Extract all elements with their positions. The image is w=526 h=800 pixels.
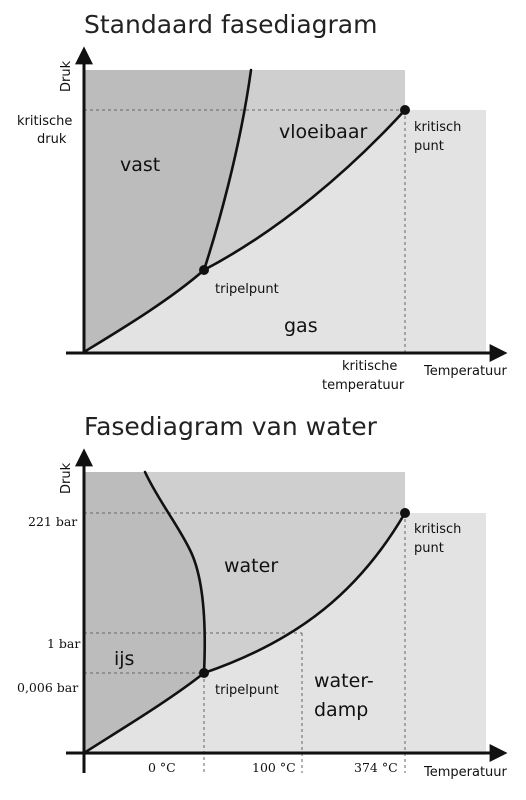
critical-pressure-label-line2: druk: [37, 132, 67, 147]
diagram2-title: Fasediagram van water: [84, 412, 378, 441]
sublimation-curve: [82, 268, 206, 354]
gas-region-critical-extension: [403, 110, 486, 353]
critical-temperature-label-line2: temperatuur: [322, 378, 405, 393]
y-axis-label: Druk: [59, 60, 74, 92]
region-label-ice: ijs: [114, 648, 134, 670]
vaporization-curve: [202, 108, 407, 272]
water-phase-diagram: Fasediagram van water Druk Temperatuur 2…: [17, 412, 508, 780]
solid-region: [84, 70, 251, 352]
ice-region: [84, 472, 205, 753]
temperature-tick-0: 0 °C: [148, 760, 176, 775]
region-label-water: water: [224, 555, 278, 577]
triple-point-marker-water: [199, 668, 209, 678]
critical-point-label-line1: kritisch: [414, 120, 461, 135]
critical-point-label-water-line2: punt: [414, 541, 444, 556]
melting-curve-water: [143, 470, 207, 675]
region-label-gas: gas: [284, 315, 318, 337]
y-axis-label-water: Druk: [59, 462, 74, 494]
triple-point-label-water: tripelpunt: [215, 683, 279, 698]
critical-temperature-label-line1: kritische: [342, 359, 397, 374]
melting-curve: [202, 68, 253, 272]
pressure-tick-1: 1 bar: [47, 636, 80, 651]
critical-point-marker-water: [400, 508, 410, 518]
vapor-region-critical-extension: [403, 513, 486, 755]
sublimation-curve-water: [82, 671, 206, 755]
pressure-tick-0006: 0,006 bar: [17, 680, 78, 695]
standard-phase-diagram: Standaard fasediagram Druk Temperatuur k…: [17, 10, 508, 393]
x-axis-label-water: Temperatuur: [423, 765, 508, 780]
region-label-vapor-line1: water-: [314, 670, 374, 692]
critical-point-label-line2: punt: [414, 139, 444, 154]
water-region: [84, 472, 405, 673]
region-label-liquid: vloeibaar: [279, 121, 367, 143]
region-label-vapor-line2: damp: [314, 699, 368, 721]
temperature-tick-374: 374 °C: [354, 760, 398, 775]
critical-point-label-water-line1: kritisch: [414, 522, 461, 537]
triple-point-label: tripelpunt: [215, 282, 279, 297]
x-axis-label: Temperatuur: [423, 364, 508, 379]
critical-point-marker: [400, 105, 410, 115]
liquid-region: [84, 70, 405, 270]
temperature-tick-100: 100 °C: [252, 760, 296, 775]
vaporization-curve-water: [202, 511, 407, 675]
region-label-solid: vast: [120, 154, 160, 176]
critical-pressure-label-line1: kritische: [17, 114, 72, 129]
triple-point-marker: [199, 265, 209, 275]
diagram1-title: Standaard fasediagram: [84, 10, 377, 39]
pressure-tick-221: 221 bar: [28, 514, 77, 529]
